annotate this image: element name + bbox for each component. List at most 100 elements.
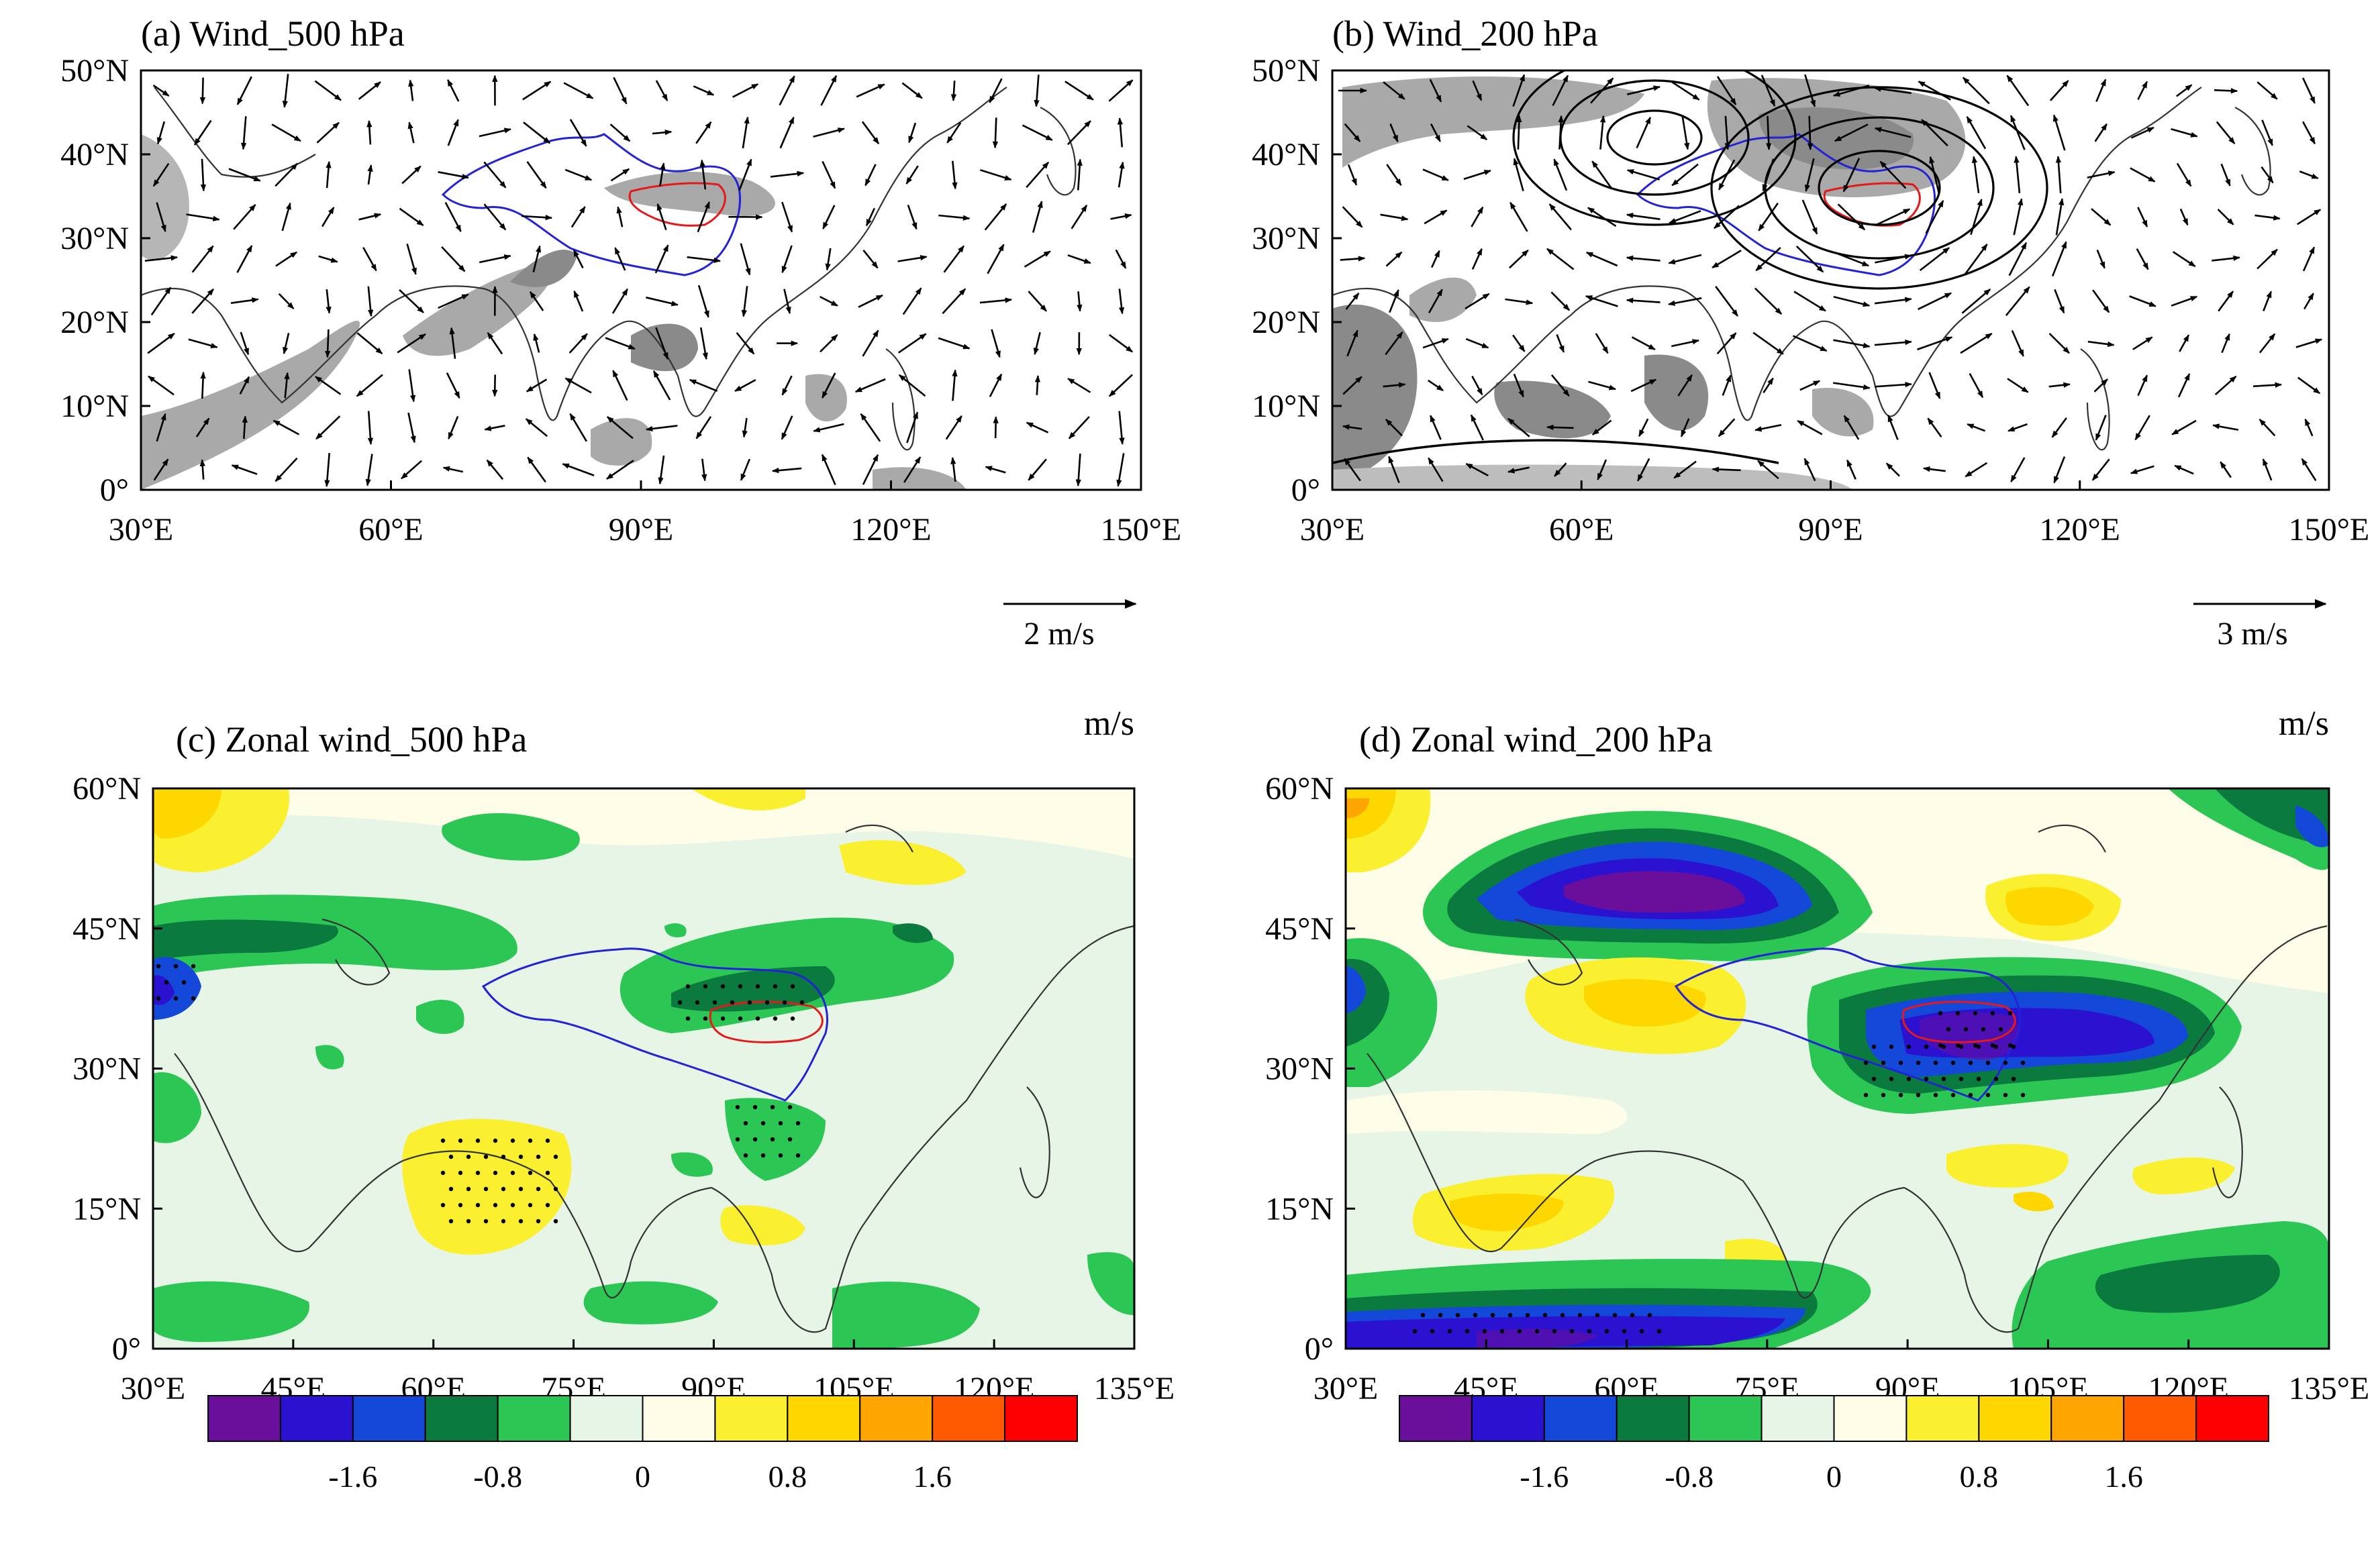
panel-d-colorbar-swatch (2195, 1395, 2269, 1442)
panel-b-wind-vector (1834, 251, 1870, 267)
panel-d-significance-dot (1973, 1043, 1978, 1048)
panel-d-colorbar-label: 0 (1826, 1459, 1842, 1494)
panel-c-significance-dot (475, 1170, 481, 1176)
panel-d-significance-dot (2007, 1043, 2013, 1048)
panel-b-wind-vector (2054, 289, 2065, 314)
panel-b-wind-vector (2214, 375, 2237, 396)
panel-b-wind-vector (1626, 213, 1660, 220)
panel-a-wind-vector (989, 78, 1003, 103)
panel-b-wind-vector (1793, 291, 1826, 312)
panel-a-wind-vector (984, 203, 1007, 231)
panel-b-wind-vector (1807, 115, 1814, 150)
panel-b-wind-vector (2214, 88, 2238, 94)
panel-c-significance-dot (510, 1138, 515, 1143)
panel-a-wind-vector (527, 456, 546, 483)
panel-a-wind-vector (938, 214, 971, 221)
panel-b-wind-vector (1887, 415, 1899, 440)
panel-a-wind-vector (399, 207, 424, 226)
panel-d-significance-dot (1993, 1076, 1999, 1082)
panel-d-significance-dot (1963, 1027, 1969, 1032)
panel-b-wind-vector (2049, 80, 2069, 101)
panel-b-wind-vector (1342, 376, 1362, 395)
panel-d-ytick-label: 60°N (1265, 771, 1334, 807)
panel-b-wind-vector (1386, 164, 1402, 186)
panel-a-wind-vector (526, 161, 547, 189)
panel-a-wind-vector (860, 413, 881, 442)
panel-b-wind-vector (1842, 158, 1861, 193)
panel-a-ytick-label: 0° (100, 472, 129, 508)
panel-a-wind-vector (272, 419, 300, 435)
panel-b-wind-vector (2094, 123, 2108, 142)
panel-c-ytick-label: 15°N (72, 1191, 141, 1227)
panel-b-wind-vector (1558, 115, 1564, 150)
panel-b-wind-vector (1465, 462, 1489, 477)
panel-c-significance-dot (720, 1016, 726, 1021)
panel-b-wind-vector (1467, 125, 1488, 141)
panel-d-significance-dot (1973, 1011, 1978, 1016)
panel-b-wind-vector (2134, 415, 2150, 441)
panel-c-significance-dot (685, 984, 691, 989)
panel-a-wind-vector (1064, 81, 1094, 101)
panel-d-ytick-label: 15°N (1265, 1191, 1334, 1227)
panel-c-significance-dot (483, 1186, 489, 1192)
panel-a-wind-vector (938, 337, 971, 350)
panel-d-significance-dot (1889, 1076, 1894, 1082)
panel-a-wind-vector (236, 245, 253, 273)
panel-b-wind-vector (1797, 419, 1823, 435)
panel-b-wind-vector (1342, 206, 1363, 228)
panel-a-wind-vector (533, 333, 540, 353)
panel-c-significance-dot (440, 1202, 446, 1208)
panel-c-colorbar-swatch (352, 1395, 426, 1442)
panel-a-wind-vector (645, 425, 678, 432)
panel-b-wind-vector (1587, 207, 1617, 227)
panel-b-wind-vector (1965, 462, 1988, 478)
panel-d-significance-dot (1941, 1076, 1946, 1082)
panel-b-wind-vector (1585, 295, 1618, 307)
panel-b-wind-vector (2010, 457, 2026, 482)
panel-b-wind-vector (1597, 459, 1607, 480)
panel-b-wind-vector (2220, 163, 2231, 187)
panel-b-wind-vector (1712, 250, 1742, 269)
panel-a-wind-vector (522, 214, 553, 221)
panel-d-significance-dot (1569, 1329, 1575, 1334)
panel-d-significance-dot (2003, 1060, 2008, 1066)
panel-a-wind-vector (325, 329, 331, 358)
panel-b-wind-vector (2051, 417, 2067, 438)
panel-b-wind-vector (1347, 164, 1358, 186)
panel-a-wind-vector (781, 415, 793, 440)
panel-a-wind-vector (406, 244, 417, 275)
panel-c-significance-dot (493, 1202, 498, 1208)
panel-b-wind-vector (2179, 334, 2190, 352)
panel-c-significance-dot (677, 1000, 683, 1005)
panel-a-wind-vector (652, 130, 673, 136)
panel-b-wind-vector (2304, 418, 2314, 437)
panel-a-wind-vector (188, 338, 218, 349)
panel-c-colorbar-label: -1.6 (328, 1459, 377, 1494)
panel-b-wind-vector (1553, 158, 1568, 191)
panel-b-wind-vector (2055, 156, 2062, 194)
panel-a-wind-vector (1067, 120, 1091, 146)
panel-a-wind-vector (612, 370, 628, 401)
panel-b-wind-vector (1671, 339, 1700, 348)
panel-a-wind-vector (362, 247, 377, 272)
panel-c-colorbar-swatch (714, 1395, 789, 1442)
panel-b-wind-vector (1960, 332, 1993, 354)
panel-d-significance-dot (1968, 1060, 1973, 1066)
panel-d-significance-dot (1871, 1076, 1877, 1082)
panel-d-colorbar-swatch (1905, 1395, 1980, 1442)
panel-c-significance-dot (545, 1170, 550, 1176)
panel-c-colorbar: -1.6 -0.8 0 0.8 1.6 (207, 1395, 1079, 1494)
panel-a-wind-vector (564, 377, 592, 394)
panel-a-wind-vector (905, 165, 919, 185)
panel-c-colorbar-swatch (497, 1395, 571, 1442)
panel-b-wind-vector (1918, 292, 1952, 311)
panel-a-wind-vector (447, 119, 459, 146)
panel-a-wind-vector (980, 169, 1012, 181)
panel-a-wind-vector (316, 121, 340, 144)
panel-a-wind-vector (314, 80, 342, 101)
panel-b-wind-vector (1970, 199, 1983, 236)
panel-b-wind-vector (2007, 423, 2028, 432)
panel-b-wind-vector (1766, 115, 1772, 150)
panel-a-wind-vector (569, 413, 588, 442)
panel-d-significance-dot (1950, 1060, 1956, 1066)
